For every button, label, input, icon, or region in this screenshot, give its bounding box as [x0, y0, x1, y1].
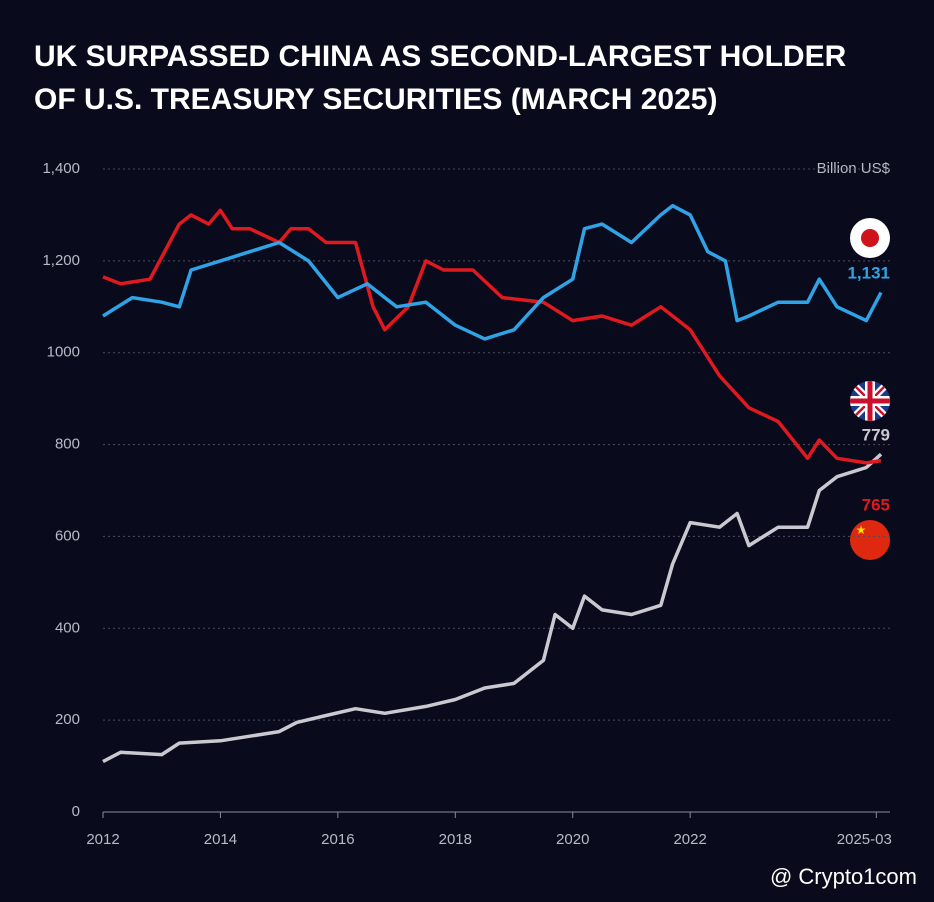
end-label: 779	[862, 425, 890, 444]
y-tick-label: 1000	[47, 344, 80, 361]
watermark: @ Crypto1com	[770, 864, 917, 889]
japan-flag	[850, 218, 890, 258]
x-tick-label: 2016	[321, 831, 354, 848]
series-line	[102, 208, 882, 465]
end-label: 765	[862, 495, 890, 514]
y-tick-label: 1,400	[42, 160, 80, 177]
x-tick-label: 2020	[556, 831, 589, 848]
x-tick-label: 2014	[204, 831, 237, 848]
series-line	[102, 452, 883, 764]
unit-label: Billion US$	[817, 160, 891, 177]
svg-text:★: ★	[856, 523, 867, 537]
x-tick-label: 2025-03	[837, 831, 892, 848]
y-tick-label: 600	[55, 527, 80, 544]
chart-title: OF U.S. TREASURY SECURITIES (MARCH 2025)	[34, 83, 717, 116]
x-tick-label: 2018	[439, 831, 472, 848]
x-tick-label: 2012	[86, 831, 119, 848]
y-tick-label: 1,200	[42, 252, 80, 269]
chart-title: UK SURPASSED CHINA AS SECOND-LARGEST HOL…	[34, 40, 847, 73]
china-flag: ★	[850, 520, 890, 560]
y-tick-label: 0	[72, 803, 80, 820]
x-tick-label: 2022	[673, 831, 706, 848]
series-line	[102, 203, 883, 341]
uk-flag	[850, 381, 890, 421]
y-tick-label: 400	[55, 619, 80, 636]
y-tick-label: 800	[55, 436, 80, 453]
y-tick-label: 200	[55, 711, 80, 728]
end-label: 1,131	[847, 263, 890, 282]
